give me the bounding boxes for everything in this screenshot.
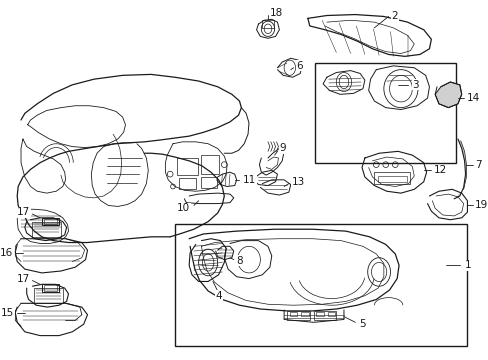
Text: 1: 1	[464, 260, 470, 270]
Bar	[289, 312, 297, 316]
Bar	[42, 218, 59, 225]
Bar	[286, 311, 309, 320]
Text: 15: 15	[1, 308, 14, 318]
Bar	[201, 155, 218, 174]
Text: 3: 3	[411, 80, 418, 90]
Text: 6: 6	[296, 61, 303, 71]
Bar	[175, 225, 467, 346]
Text: 8: 8	[236, 256, 243, 266]
Text: 17: 17	[17, 274, 30, 284]
Text: 17: 17	[17, 207, 30, 217]
Text: 4: 4	[215, 291, 222, 301]
Text: 16: 16	[0, 248, 13, 258]
Bar	[301, 312, 308, 316]
Bar	[32, 222, 61, 237]
Bar	[34, 288, 62, 303]
Text: 11: 11	[243, 175, 256, 185]
Bar	[42, 284, 59, 292]
Bar	[177, 158, 197, 175]
Bar	[313, 311, 336, 320]
Bar	[201, 177, 216, 188]
Text: 12: 12	[433, 165, 447, 175]
Text: 2: 2	[391, 10, 397, 21]
Text: 10: 10	[177, 203, 190, 213]
Bar	[315, 63, 455, 163]
Text: 13: 13	[291, 177, 305, 187]
Bar	[44, 219, 57, 225]
Text: 5: 5	[358, 319, 365, 329]
Polygon shape	[434, 82, 461, 108]
Text: 9: 9	[279, 144, 285, 153]
Polygon shape	[453, 139, 466, 199]
Bar	[374, 172, 409, 184]
Text: 18: 18	[269, 8, 283, 18]
Text: 14: 14	[466, 93, 479, 103]
Bar	[377, 176, 406, 182]
Bar	[327, 312, 335, 316]
Bar	[178, 178, 195, 189]
Bar	[262, 20, 273, 28]
Bar	[316, 312, 324, 316]
Text: 19: 19	[474, 201, 488, 211]
Text: 7: 7	[474, 159, 481, 170]
Bar	[44, 285, 57, 291]
